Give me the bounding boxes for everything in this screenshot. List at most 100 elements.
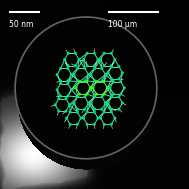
Circle shape (76, 108, 79, 111)
Circle shape (59, 67, 62, 70)
Circle shape (83, 108, 86, 111)
Circle shape (76, 123, 79, 126)
Circle shape (83, 95, 86, 98)
Circle shape (76, 79, 79, 82)
Circle shape (110, 52, 113, 55)
Circle shape (64, 110, 67, 113)
Circle shape (100, 79, 103, 82)
Circle shape (104, 101, 107, 105)
Circle shape (66, 67, 69, 70)
Circle shape (93, 64, 96, 67)
Circle shape (93, 123, 96, 126)
Circle shape (87, 73, 90, 76)
Circle shape (117, 108, 120, 111)
Circle shape (93, 52, 96, 55)
Circle shape (110, 95, 113, 98)
Circle shape (100, 108, 103, 111)
Circle shape (66, 94, 69, 98)
Circle shape (68, 103, 71, 106)
Circle shape (110, 110, 113, 113)
Circle shape (93, 108, 96, 111)
Circle shape (110, 77, 113, 81)
Circle shape (100, 67, 103, 70)
Circle shape (89, 86, 92, 89)
Circle shape (117, 65, 120, 68)
Circle shape (112, 93, 115, 96)
Circle shape (112, 80, 115, 83)
Circle shape (103, 52, 106, 55)
Circle shape (90, 73, 93, 76)
Circle shape (56, 73, 59, 76)
Circle shape (103, 123, 106, 126)
Circle shape (57, 110, 60, 113)
Circle shape (76, 67, 79, 70)
Circle shape (74, 64, 77, 67)
Circle shape (85, 93, 88, 96)
Circle shape (93, 110, 96, 113)
Circle shape (74, 86, 77, 89)
Circle shape (121, 101, 124, 105)
Circle shape (70, 88, 73, 91)
Circle shape (99, 58, 102, 61)
Circle shape (91, 86, 94, 89)
Circle shape (99, 117, 102, 120)
Circle shape (57, 97, 60, 100)
Circle shape (83, 67, 86, 70)
Circle shape (104, 73, 107, 76)
Circle shape (66, 82, 69, 85)
Circle shape (82, 58, 85, 61)
Circle shape (93, 79, 96, 82)
Text: 100 μm: 100 μm (108, 20, 137, 29)
Text: 50 nm: 50 nm (9, 20, 34, 29)
Circle shape (123, 86, 126, 89)
Circle shape (74, 52, 77, 55)
Circle shape (85, 80, 88, 83)
Circle shape (82, 117, 85, 120)
Circle shape (73, 73, 76, 76)
Circle shape (102, 93, 105, 96)
Circle shape (103, 64, 106, 67)
Circle shape (96, 117, 99, 120)
Circle shape (86, 64, 89, 67)
Circle shape (54, 103, 57, 106)
Circle shape (83, 79, 86, 82)
Circle shape (59, 82, 62, 85)
Circle shape (78, 93, 81, 96)
Circle shape (69, 123, 72, 126)
Circle shape (108, 86, 112, 89)
Circle shape (59, 94, 62, 98)
Circle shape (69, 110, 72, 113)
Circle shape (67, 52, 70, 55)
Circle shape (65, 117, 68, 120)
Circle shape (15, 17, 157, 159)
Circle shape (119, 80, 122, 83)
Circle shape (90, 101, 93, 105)
Circle shape (113, 117, 116, 120)
Circle shape (76, 110, 79, 113)
Circle shape (110, 64, 113, 67)
Circle shape (96, 58, 99, 61)
Circle shape (107, 71, 110, 74)
Circle shape (86, 110, 89, 113)
Circle shape (113, 58, 116, 61)
Circle shape (117, 77, 120, 81)
Circle shape (73, 101, 76, 105)
Circle shape (63, 58, 66, 61)
Circle shape (102, 80, 105, 83)
Circle shape (79, 117, 82, 120)
Circle shape (110, 65, 113, 68)
Circle shape (78, 80, 81, 83)
Circle shape (64, 97, 67, 100)
Circle shape (119, 93, 122, 96)
Circle shape (87, 101, 90, 105)
Circle shape (110, 108, 113, 111)
Circle shape (107, 101, 110, 105)
Circle shape (56, 88, 59, 91)
Circle shape (86, 52, 89, 55)
Circle shape (93, 67, 96, 70)
Circle shape (70, 73, 73, 76)
Circle shape (59, 79, 62, 82)
Circle shape (86, 123, 89, 126)
Circle shape (117, 95, 120, 98)
Circle shape (95, 93, 98, 96)
